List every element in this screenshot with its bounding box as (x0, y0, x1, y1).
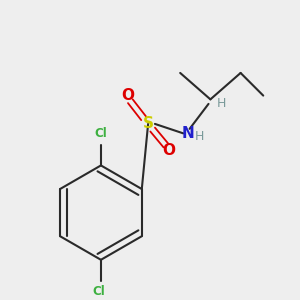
Text: O: O (162, 143, 176, 158)
Text: Cl: Cl (93, 285, 105, 298)
Text: O: O (121, 88, 134, 103)
Text: N: N (182, 126, 194, 141)
Text: H: H (195, 130, 205, 143)
Text: H: H (216, 98, 226, 110)
Text: S: S (142, 116, 154, 131)
Text: Cl: Cl (94, 127, 107, 140)
